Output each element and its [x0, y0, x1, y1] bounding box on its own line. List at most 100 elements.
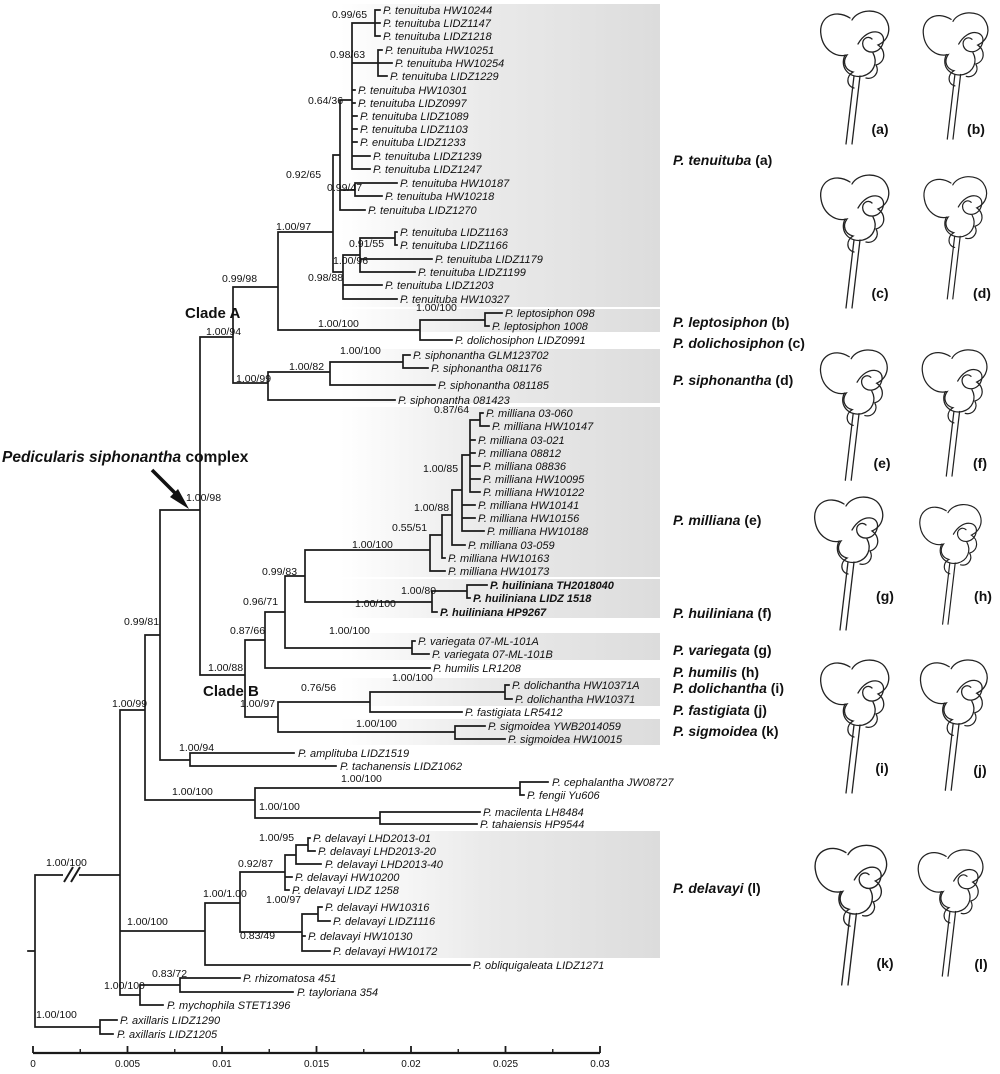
support-value: 1.00/100	[355, 598, 396, 610]
scale-tick-label: 0.005	[115, 1059, 140, 1070]
support-values: 0.99/65 0.98/63 0.64/36 0.92/65 0.99/47 1.00/…	[36, 9, 469, 1021]
flower-label-b: (b)	[967, 121, 985, 137]
gray-band	[340, 831, 660, 958]
tip-label: P. dolichosiphon LIDZ0991	[455, 335, 586, 347]
tip-label: P. tenuituba LIDZ0997	[358, 98, 468, 110]
tip-label: P. huiliniana LIDZ 1518	[473, 593, 592, 605]
support-value: 1.00/85	[423, 463, 458, 475]
tip-label: P. siphonantha 081185	[438, 380, 550, 392]
support-value: 0.99/65	[332, 9, 367, 21]
tip-label: P. tenuituba LIDZ1147	[383, 18, 492, 30]
tip-label: P. huiliniana HP9267	[440, 607, 547, 619]
annotation-label: Pedicularis siphonantha complex	[2, 449, 249, 466]
branch-break-marks	[63, 866, 81, 883]
flower-label-e: (e)	[873, 455, 890, 471]
tip-label: P. leptosiphon 1008	[492, 321, 589, 333]
tip-label: P. delavayi LHD2013-01	[313, 833, 431, 845]
support-value: 1.00/94	[179, 742, 214, 754]
species-label-i: P. dolichantha (i)	[673, 680, 784, 696]
tip-label: P. tenuituba HW10251	[385, 45, 494, 57]
support-value: 0.96/71	[243, 596, 278, 608]
tip-label: P. enuituba LIDZ1233	[360, 137, 466, 149]
support-value: 0.76/56	[301, 682, 336, 694]
tip-label: P. milliana HW10156	[478, 513, 580, 525]
tip-label: P. tenuituba LIDZ1103	[360, 124, 469, 136]
support-value: 1.00/97	[240, 698, 275, 710]
support-value: 1.00/1.00	[203, 888, 247, 900]
support-value: 1.00/100	[104, 980, 145, 992]
tip-label: P. milliana HW10095	[483, 474, 585, 486]
support-value: 1.00/95	[259, 832, 294, 844]
tip-label: P. tenuituba HW10327	[400, 294, 510, 306]
scale-bar: 0 0.005 0.01 0.015 0.02 0.025 0.03	[30, 1046, 610, 1070]
flower-illustration-k	[814, 844, 888, 986]
branch-lines	[27, 9, 549, 1035]
tip-label: P. variegata 07-ML-101B	[432, 649, 553, 661]
flower-illustration-a	[820, 10, 890, 145]
flower-illustration-d	[923, 176, 988, 300]
species-label-h: P. humilis (h)	[673, 664, 759, 680]
flower-illustration-f	[921, 349, 988, 477]
flower-illustration-j	[919, 659, 988, 791]
tip-label: P. milliana 03-059	[468, 540, 555, 552]
tip-label: P. milliana HW10188	[487, 526, 589, 538]
tip-label: P. delavayi HW10130	[308, 931, 413, 943]
tip-label: P. tenuituba LIDZ1229	[390, 71, 499, 83]
tip-label: P. siphonantha GLM123702	[413, 350, 549, 362]
gray-band	[340, 633, 660, 660]
support-value: 1.00/100	[352, 539, 393, 551]
tip-label: P. siphonantha 081423	[398, 395, 511, 407]
support-value: 1.00/99	[112, 698, 147, 710]
tip-label: P. tenuituba LIDZ1199	[418, 267, 526, 279]
tip-label: P. cephalantha JW08727	[552, 777, 674, 789]
flower-illustration-c	[820, 174, 890, 309]
flower-label-c: (c)	[871, 285, 888, 301]
tip-label: P. obliquigaleata LIDZ1271	[473, 960, 604, 972]
tip-label: P. tenuituba LIDZ1203	[385, 280, 495, 292]
tip-label: P. milliana 03-060	[486, 408, 574, 420]
flower-label-d: (d)	[973, 285, 991, 301]
tip-label: P. tenuituba HW10301	[358, 85, 467, 97]
tip-label: P. fengii Yu606	[527, 790, 600, 802]
support-value: 1.00/88	[208, 662, 243, 674]
flower-label-g: (g)	[876, 588, 894, 604]
flower-label-f: (f)	[973, 455, 987, 471]
tip-label: P. macilenta LH8484	[483, 807, 584, 819]
support-value: 1.00/100	[46, 857, 87, 869]
clade-a-label: Clade A	[185, 305, 240, 322]
tip-label: P. amplituba LIDZ1519	[298, 748, 409, 760]
tip-label: P. fastigiata LR5412	[465, 707, 563, 719]
support-value: 1.00/100	[416, 302, 457, 314]
tip-label: P. milliana HW10141	[478, 500, 579, 512]
support-value: 1.00/100	[341, 773, 382, 785]
gray-band	[340, 407, 660, 577]
tip-label: P. delavayi LHD2013-20	[318, 846, 437, 858]
scale-tick-label: 0.015	[304, 1059, 329, 1070]
tip-label: P. tenuituba LIDZ1239	[373, 151, 482, 163]
tip-label: P. milliana HW10173	[448, 566, 550, 578]
support-value: 1.00/100	[392, 672, 433, 684]
tip-label: P. tenuituba LIDZ1166	[400, 240, 509, 252]
support-value: 0.98/88	[308, 272, 343, 284]
support-value: 1.00/100	[318, 318, 359, 330]
support-value: 1.00/100	[340, 345, 381, 357]
support-value: 0.92/87	[238, 858, 273, 870]
annotation-arrow	[150, 468, 189, 509]
flower-illustration-b	[922, 12, 989, 140]
flower-illustration-h	[919, 504, 982, 625]
support-value: 0.92/65	[286, 169, 321, 181]
support-value: 0.99/98	[222, 273, 257, 285]
tip-label: P. tenuituba LIDZ1218	[383, 31, 493, 43]
tip-label: P. tachanensis LIDZ1062	[340, 761, 462, 773]
tip-label: P. tenuituba LIDZ1089	[360, 111, 469, 123]
species-label-k: P. sigmoidea (k)	[673, 723, 779, 739]
tip-label: P. milliana 03-021	[478, 435, 565, 447]
support-value: 1.00/88	[414, 502, 449, 514]
support-value: 1.00/100	[36, 1009, 77, 1021]
flower-illustration-e	[819, 349, 888, 481]
species-label-e: P. milliana (e)	[673, 512, 761, 528]
tip-label: P. tahaiensis HP9544	[480, 819, 584, 831]
